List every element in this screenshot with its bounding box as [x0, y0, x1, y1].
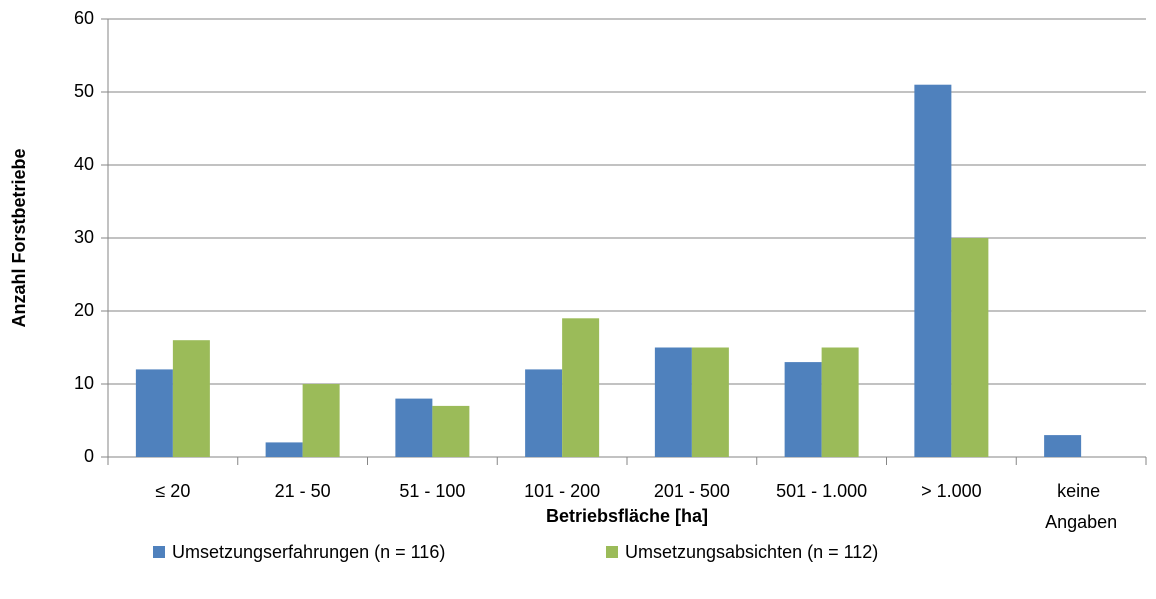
bar	[562, 318, 600, 457]
bar	[395, 398, 433, 457]
x-tick-label: > 1.000	[921, 481, 982, 501]
legend-swatch	[153, 546, 165, 558]
bar	[432, 405, 470, 457]
x-tick-label: 21 - 50	[275, 481, 331, 501]
bar	[135, 369, 173, 457]
x-tick-label: 101 - 200	[524, 481, 600, 501]
bar	[525, 369, 563, 457]
x-axis-title: Betriebsfläche [ha]	[546, 506, 708, 526]
bar	[1044, 435, 1082, 457]
x-tick-label: 201 - 500	[654, 481, 730, 501]
bar	[691, 347, 729, 457]
y-tick-label: 30	[74, 227, 94, 247]
y-tick-label: 10	[74, 373, 94, 393]
y-tick-label: 50	[74, 81, 94, 101]
bar	[821, 347, 859, 457]
legend-swatch	[606, 546, 618, 558]
bar	[654, 347, 692, 457]
x-tick-label: ≤ 20	[155, 481, 190, 501]
x-tick-label: 501 - 1.000	[776, 481, 867, 501]
x-tick-label: 51 - 100	[399, 481, 465, 501]
y-axis-title: Anzahl Forstbetriebe	[9, 148, 29, 327]
x-tick-label: keine Angaben	[1045, 481, 1117, 532]
bar	[914, 84, 952, 457]
y-tick-label: 40	[74, 154, 94, 174]
legend-label: Umsetzungsabsichten (n = 112)	[625, 542, 878, 562]
bar	[784, 362, 822, 457]
y-tick-label: 20	[74, 300, 94, 320]
y-tick-label: 60	[74, 8, 94, 28]
legend-label: Umsetzungserfahrungen (n = 116)	[172, 542, 445, 562]
bar	[302, 384, 340, 457]
y-tick-label: 0	[84, 446, 94, 466]
bar	[172, 340, 210, 457]
bar	[265, 442, 303, 457]
bar	[951, 238, 989, 457]
